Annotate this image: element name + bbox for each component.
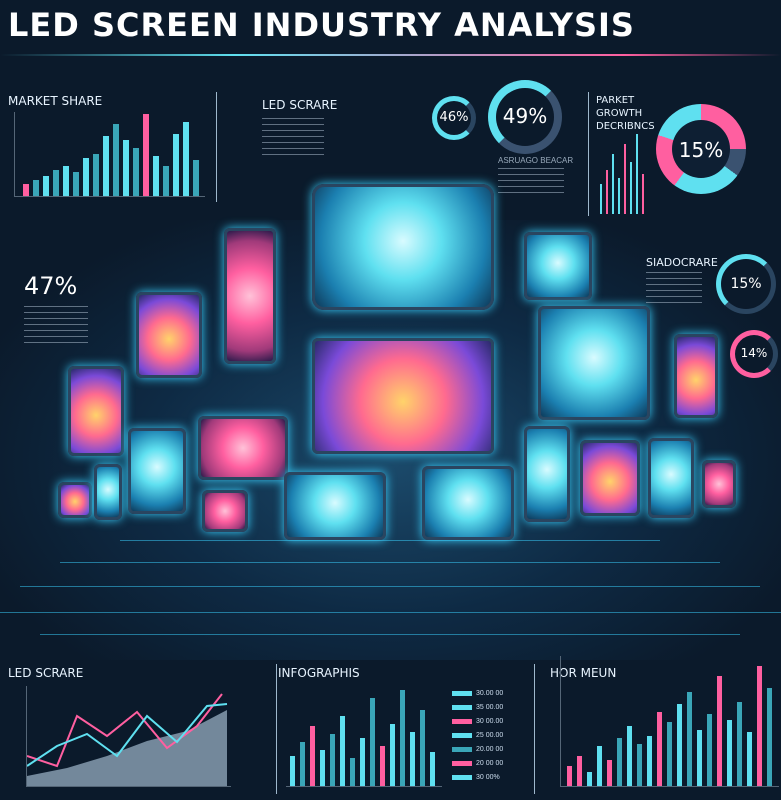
growth-donut-value: 15% (678, 138, 724, 162)
led-screen (284, 472, 386, 540)
bar (23, 184, 29, 196)
bottom-left-label: LED SCRARE (8, 666, 84, 680)
led-scrare-label: LED SCRARE (262, 98, 338, 112)
bar (153, 156, 159, 196)
led-screen (580, 440, 640, 516)
led-screen (524, 232, 592, 300)
bar (113, 124, 119, 196)
bar (103, 136, 109, 196)
donut-big (488, 80, 562, 154)
bar (63, 166, 69, 196)
led-screen (312, 184, 494, 310)
bar (173, 134, 179, 196)
donut-big-value: 49% (502, 104, 548, 128)
bar (33, 180, 39, 196)
bar (73, 172, 79, 196)
led-screen (674, 334, 718, 418)
donut-15-value: 15% (730, 276, 762, 292)
divider-line (534, 664, 535, 794)
led-screen (224, 228, 276, 364)
market-share-label: MARKET SHARE (8, 94, 103, 108)
hero-illustration (0, 184, 781, 660)
led-screen (648, 438, 694, 518)
siadocrare-label: SIADOCRARE (646, 256, 718, 269)
text-block (24, 306, 88, 346)
bar (43, 176, 49, 196)
bar (183, 122, 189, 196)
text-block (262, 118, 324, 158)
text-block (498, 168, 564, 198)
market-share-chart (14, 112, 205, 197)
parket-growth-label: PARKET GROWTH DECRIBNCS (596, 95, 655, 132)
divider-line (216, 92, 217, 202)
led-screen (422, 466, 514, 540)
line-chart (26, 686, 231, 787)
led-screen (94, 464, 122, 520)
bar (133, 148, 139, 196)
line-chart-svg (27, 693, 228, 786)
sub-label: ASRUAGO BEACAR (498, 156, 574, 165)
led-screen (312, 338, 494, 454)
text-block (646, 272, 702, 308)
led-screen (136, 292, 202, 378)
led-screen (128, 428, 186, 514)
divider-line (588, 92, 589, 216)
header-divider (0, 54, 781, 56)
infograph-bars (286, 686, 442, 787)
donut-small (432, 96, 476, 140)
donut-small-value: 46% (439, 110, 469, 125)
bar (123, 140, 129, 196)
bottom-right-label: HOR MEUN (550, 666, 617, 680)
bar (53, 170, 59, 196)
bottom-mid-label: INFOGRAPHIS (278, 666, 360, 680)
growth-bars (598, 130, 654, 214)
donut-14 (730, 330, 778, 378)
led-screen (524, 426, 570, 522)
bar (193, 160, 199, 196)
led-screen (538, 306, 650, 420)
led-screen (202, 490, 248, 532)
led-screen (198, 416, 288, 480)
bar (143, 114, 149, 196)
divider-line (276, 664, 277, 794)
infograph-legend: 30.00 00 35 00.00 30 00.00 25 00.00 20.0… (452, 688, 528, 786)
page-title: LED SCREEN INDUSTRY ANALYSIS (8, 6, 635, 44)
led-screen (702, 460, 736, 508)
donut-14-value: 14% (740, 346, 768, 360)
bar (93, 154, 99, 196)
bar (163, 166, 169, 196)
bottom-right-bars (560, 656, 779, 787)
donut-15 (716, 254, 776, 314)
mid-left-value: 47% (24, 272, 78, 300)
led-screen (58, 482, 92, 518)
led-screen (68, 366, 124, 456)
bar (83, 158, 89, 196)
growth-donut (656, 104, 746, 194)
